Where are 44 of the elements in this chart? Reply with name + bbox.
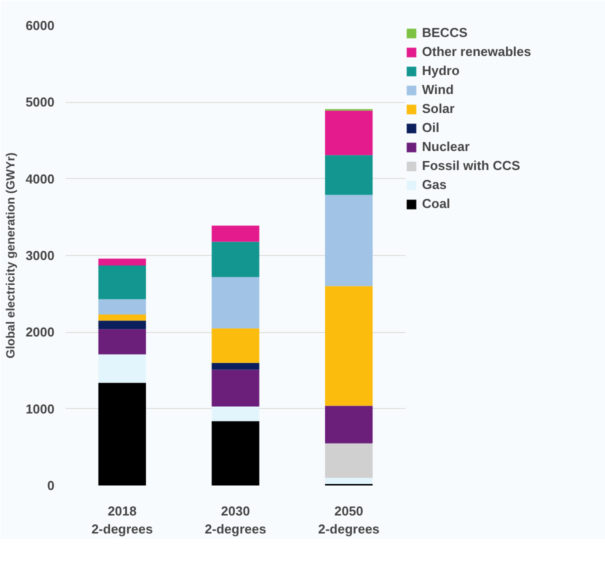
- x-tick-label: 2050 2-degrees: [318, 504, 380, 536]
- bar: [98, 314, 146, 321]
- bar: [212, 370, 260, 407]
- bar: [325, 110, 373, 156]
- legend-label: Solar: [422, 101, 455, 116]
- legend-label: Fossil with CCS: [422, 158, 520, 173]
- bar: [325, 286, 373, 406]
- legend-label: Gas: [422, 177, 447, 192]
- legend-label: Wind: [422, 82, 454, 97]
- x-tick-label: 2030 2-degrees: [204, 504, 266, 536]
- bar: [325, 155, 373, 195]
- legend-label: Nuclear: [422, 139, 470, 154]
- legend-label: Other renewables: [422, 44, 532, 59]
- bar: [212, 328, 260, 363]
- y-tick-label: 4000: [26, 171, 54, 186]
- bar: [212, 406, 260, 422]
- bar: [212, 226, 260, 242]
- bar: [212, 242, 260, 277]
- bar: [98, 299, 146, 315]
- bar: [212, 276, 260, 328]
- y-tick-label: 6000: [26, 18, 54, 33]
- bar: [325, 406, 373, 444]
- bar: [98, 354, 146, 383]
- bar: [212, 421, 260, 486]
- bar: [98, 382, 146, 486]
- legend-label: BECCS: [422, 25, 468, 40]
- y-tick-label: 5000: [26, 94, 54, 110]
- bar: [325, 194, 373, 286]
- y-tick-label: 0: [47, 478, 55, 493]
- bar: [212, 362, 260, 370]
- legend-label: Oil: [422, 120, 440, 135]
- bar: [325, 478, 373, 484]
- bar: [98, 320, 146, 330]
- bar: [98, 258, 146, 266]
- bar: [325, 443, 373, 478]
- legend-label: Hydro: [422, 63, 460, 78]
- x-tick-label: 2018 2-degrees: [91, 504, 153, 536]
- y-tick-label: 2000: [26, 324, 54, 340]
- y-axis-title: Global electricity generation (GWYr): [4, 152, 18, 359]
- legend-label: Coal: [422, 196, 450, 211]
- bar: [98, 329, 146, 354]
- y-tick-label: 3000: [26, 248, 54, 263]
- bar: [98, 265, 146, 300]
- y-tick-label: 1000: [26, 401, 54, 416]
